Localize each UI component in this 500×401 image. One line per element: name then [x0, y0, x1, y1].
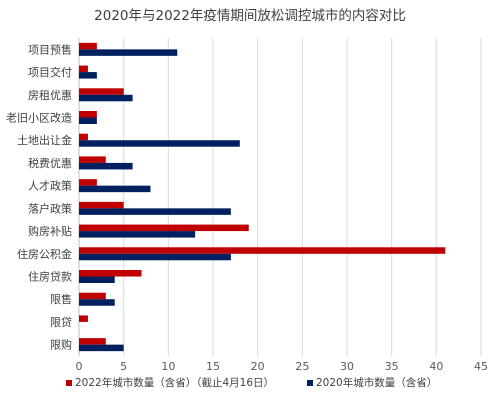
category-label: 限售 — [50, 292, 72, 306]
bars — [79, 42, 446, 352]
category-label: 土地出让金 — [17, 133, 72, 147]
x-tick-label: 20 — [251, 360, 265, 373]
bar-2020 — [79, 49, 178, 56]
x-tick-label: 40 — [429, 360, 443, 373]
legend-label-2020: 2020年城市数量（含省） — [316, 376, 437, 389]
bar-2020 — [79, 344, 124, 352]
category-label: 限购 — [50, 338, 72, 352]
bar-2022 — [79, 338, 106, 345]
category-label: 住房贷款 — [28, 270, 72, 284]
x-tick-label: 25 — [295, 360, 309, 373]
x-tick-label: 30 — [340, 360, 354, 373]
bar-2020 — [79, 253, 231, 261]
category-label: 限贷 — [50, 315, 72, 329]
x-tick-label: 0 — [76, 360, 83, 373]
bar-2020 — [79, 299, 115, 306]
category-label: 人才政策 — [28, 179, 72, 193]
category-label: 落户政策 — [28, 201, 72, 215]
bar-2022 — [79, 133, 88, 141]
category-label: 项目预售 — [28, 42, 72, 56]
legend: 2022年城市数量（含省）（截止4月16日） 2020年城市数量（含省） — [66, 376, 437, 389]
bar-2020 — [79, 162, 133, 170]
legend-label-2022: 2022年城市数量（含省）（截止4月16日） — [75, 376, 274, 389]
bar-2022 — [79, 270, 142, 277]
chart-title: 2020年与2022年疫情期间放松调控城市的内容对比 — [94, 7, 406, 24]
bar-2020 — [79, 140, 240, 147]
grid-lines — [78, 38, 482, 356]
bar-2020 — [79, 208, 231, 215]
bar-2022 — [79, 111, 97, 118]
category-label: 老旧小区改造 — [6, 111, 72, 125]
bar-2020 — [79, 117, 97, 124]
bar-2022 — [79, 315, 88, 322]
legend-swatch-2022 — [66, 380, 72, 386]
category-label: 税费优惠 — [28, 156, 72, 170]
bar-2020 — [79, 276, 115, 283]
bar-2022 — [79, 156, 106, 163]
bar-2022 — [79, 224, 249, 232]
category-labels: 项目预售项目交付房租优惠老旧小区改造土地出让金税费优惠人才政策落户政策购房补贴住… — [6, 42, 72, 351]
x-tick-label: 15 — [206, 360, 220, 373]
bar-2022 — [79, 292, 106, 300]
category-label: 住房公积金 — [17, 247, 72, 261]
x-axis-ticks: 0 5 10 15 20 25 30 35 40 45 — [76, 360, 489, 373]
category-label: 房租优惠 — [28, 88, 72, 102]
bar-2022 — [79, 201, 124, 209]
x-tick-label: 45 — [474, 360, 488, 373]
bar-2022 — [79, 42, 97, 50]
x-tick-label: 5 — [120, 360, 127, 373]
bar-2020 — [79, 185, 151, 193]
x-tick-label: 35 — [385, 360, 399, 373]
bar-2022 — [79, 88, 124, 95]
x-tick-label: 10 — [161, 360, 175, 373]
bar-2020 — [79, 231, 196, 238]
bar-2022 — [79, 65, 88, 73]
bar-2022 — [79, 179, 97, 186]
bar-2022 — [79, 247, 446, 254]
legend-swatch-2020 — [307, 380, 313, 386]
bar-2020 — [79, 72, 97, 79]
category-label: 项目交付 — [28, 65, 72, 79]
category-label: 购房补贴 — [28, 224, 72, 238]
bar-2020 — [79, 94, 133, 102]
